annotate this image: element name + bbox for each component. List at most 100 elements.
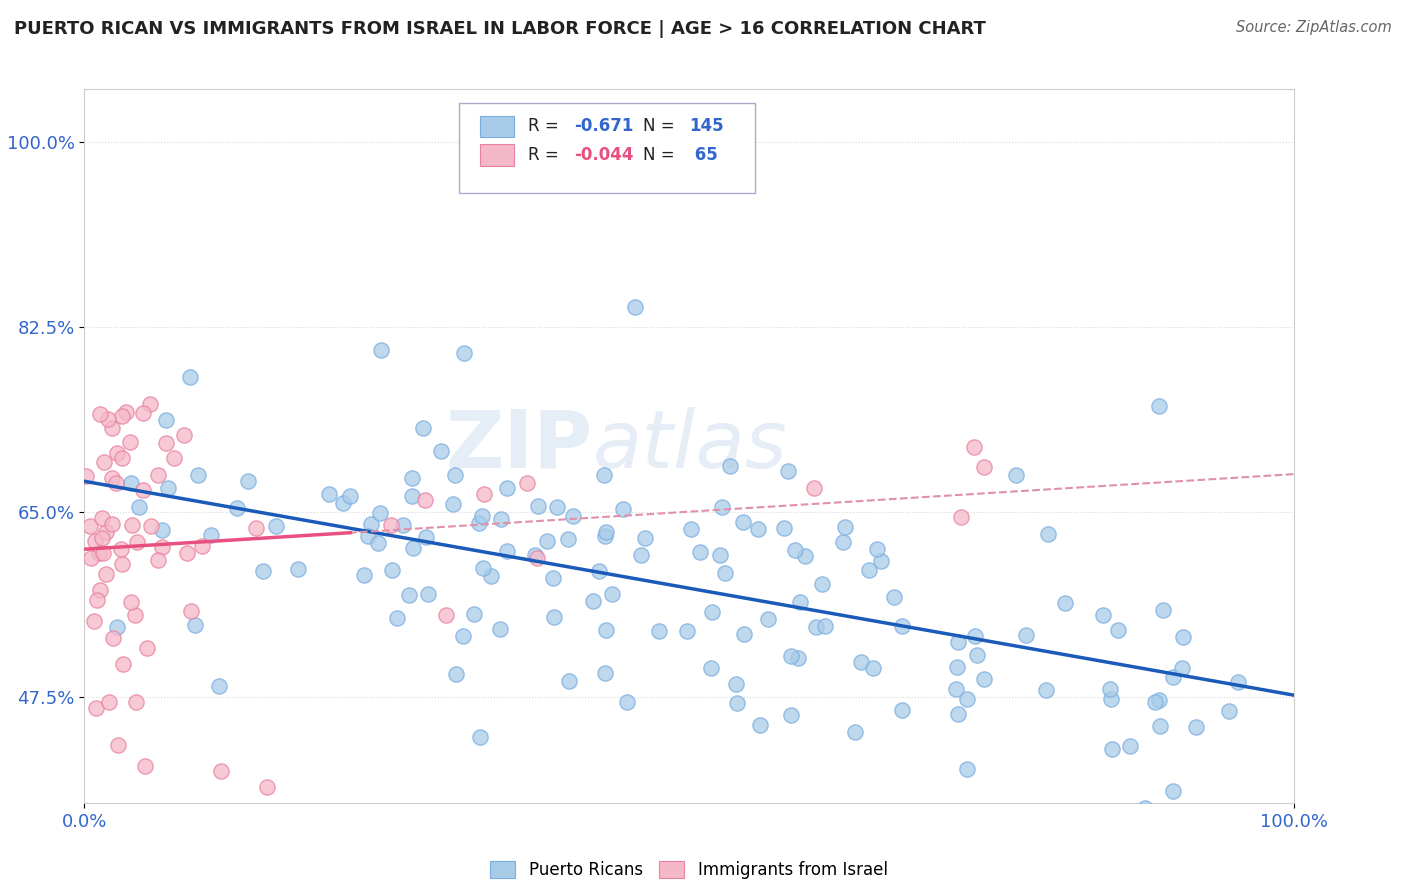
- Point: [1133, 801, 1156, 815]
- Point: [1035, 682, 1057, 697]
- Point: [883, 590, 905, 604]
- Point: [100, 420, 122, 434]
- Point: [593, 665, 616, 680]
- Point: [100, 517, 122, 532]
- Point: [208, 679, 231, 693]
- Point: [1152, 603, 1174, 617]
- Point: [527, 499, 550, 513]
- Point: [86, 593, 108, 607]
- Point: [747, 522, 769, 536]
- Point: [725, 676, 748, 690]
- Bar: [479, 145, 513, 166]
- Point: [93, 455, 115, 469]
- Text: R =: R =: [529, 146, 564, 164]
- Point: [634, 531, 657, 545]
- Point: [111, 409, 134, 423]
- Point: [391, 517, 413, 532]
- Point: [793, 549, 815, 564]
- Point: [700, 605, 723, 619]
- Point: [443, 468, 465, 483]
- Point: [648, 624, 671, 639]
- Point: [120, 476, 142, 491]
- Point: [187, 467, 209, 482]
- Point: [612, 501, 634, 516]
- Point: [780, 707, 803, 722]
- Point: [111, 451, 134, 466]
- Point: [200, 528, 222, 542]
- FancyBboxPatch shape: [460, 103, 755, 193]
- Point: [1185, 720, 1208, 734]
- Point: [582, 594, 605, 608]
- Point: [725, 697, 748, 711]
- Point: [101, 471, 124, 485]
- Point: [180, 604, 202, 618]
- Point: [832, 535, 855, 549]
- Point: [700, 661, 723, 675]
- Point: [157, 481, 180, 495]
- Point: [711, 500, 734, 515]
- Point: [849, 656, 872, 670]
- Point: [179, 369, 201, 384]
- Point: [714, 566, 737, 580]
- Point: [891, 703, 914, 717]
- Point: [963, 440, 986, 454]
- Point: [398, 588, 420, 602]
- Point: [87, 546, 110, 560]
- Point: [412, 421, 434, 435]
- Point: [709, 548, 731, 562]
- Point: [471, 508, 494, 523]
- Point: [115, 404, 138, 418]
- Point: [463, 607, 485, 621]
- Point: [84, 701, 107, 715]
- Point: [676, 624, 699, 638]
- Point: [101, 631, 124, 645]
- Point: [803, 481, 825, 495]
- Point: [1161, 670, 1184, 684]
- Point: [75, 468, 97, 483]
- Point: [118, 434, 141, 449]
- Point: [785, 542, 807, 557]
- Legend: Puerto Ricans, Immigrants from Israel: Puerto Ricans, Immigrants from Israel: [484, 854, 894, 886]
- Text: -0.044: -0.044: [574, 146, 634, 164]
- Point: [176, 546, 198, 560]
- Point: [789, 595, 811, 609]
- Point: [865, 541, 887, 556]
- Point: [862, 660, 884, 674]
- Point: [758, 612, 780, 626]
- Point: [834, 519, 856, 533]
- Point: [1091, 608, 1114, 623]
- Point: [870, 554, 893, 568]
- Text: N =: N =: [643, 146, 681, 164]
- Point: [451, 629, 474, 643]
- Point: [720, 458, 742, 473]
- Point: [602, 587, 624, 601]
- Point: [630, 549, 652, 563]
- Point: [353, 568, 375, 582]
- Point: [973, 460, 995, 475]
- Point: [1015, 628, 1038, 642]
- Point: [948, 706, 970, 721]
- Text: PUERTO RICAN VS IMMIGRANTS FROM ISRAEL IN LABOR FORCE | AGE > 16 CORRELATION CHA: PUERTO RICAN VS IMMIGRANTS FROM ISRAEL I…: [14, 20, 986, 37]
- Point: [956, 692, 979, 706]
- Point: [124, 695, 146, 709]
- Point: [184, 617, 207, 632]
- Point: [773, 520, 796, 534]
- Point: [748, 718, 770, 732]
- Point: [541, 572, 564, 586]
- Point: [1098, 682, 1121, 697]
- Point: [446, 667, 468, 681]
- Point: [120, 595, 142, 609]
- Point: [467, 516, 489, 530]
- Point: [287, 562, 309, 576]
- Point: [131, 483, 153, 497]
- Point: [593, 468, 616, 483]
- Point: [124, 607, 146, 622]
- Point: [891, 619, 914, 633]
- Point: [489, 622, 512, 636]
- Point: [121, 517, 143, 532]
- Point: [1173, 630, 1195, 644]
- Point: [616, 695, 638, 709]
- Point: [1004, 467, 1026, 482]
- Point: [370, 343, 392, 357]
- Point: [96, 566, 118, 581]
